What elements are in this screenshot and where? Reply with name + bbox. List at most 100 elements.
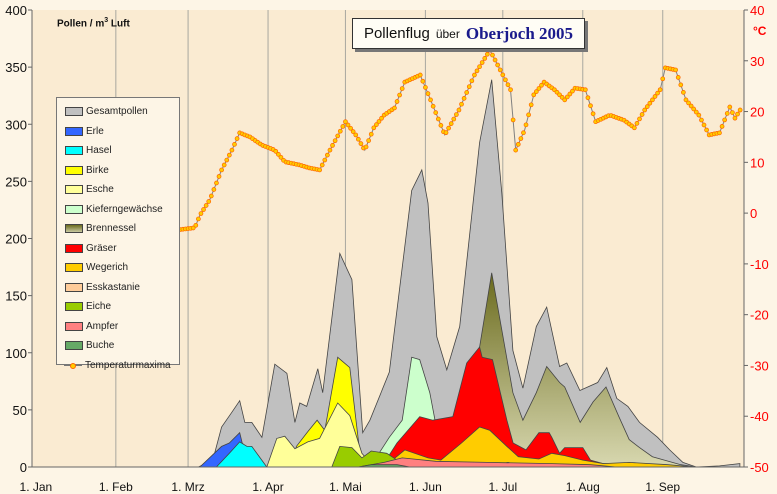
temperature-point xyxy=(448,121,454,126)
legend-label: Hasel xyxy=(86,145,112,157)
temperature-point xyxy=(564,94,570,100)
legend-swatch xyxy=(65,146,83,156)
area-gesamtpollen xyxy=(198,79,741,468)
legend-item-gesamtpollen: Gesamtpollen xyxy=(57,102,179,122)
temperature-point xyxy=(355,136,361,142)
y-left-tick-label: 0 xyxy=(20,460,27,475)
temperature-point xyxy=(683,97,689,103)
temperature-point xyxy=(539,82,544,88)
temperature-point xyxy=(490,52,495,58)
legend-swatch xyxy=(65,165,83,175)
temperature-point xyxy=(644,104,650,109)
temperature-point xyxy=(423,85,428,90)
legend-item-eiche: Eiche xyxy=(57,297,179,317)
chart-title: Pollenflug über Oberjoch 2005 xyxy=(352,18,585,49)
temperature-point xyxy=(727,104,733,110)
temperature-point xyxy=(317,167,322,173)
temperature-point xyxy=(730,110,735,115)
temperature-point xyxy=(657,87,663,93)
temperature-point xyxy=(688,103,694,109)
y-right-tick-label: -40 xyxy=(750,409,769,424)
y-label-suffix: Luft xyxy=(108,18,130,30)
legend-item-kieferngewaechse: Kieferngewächse xyxy=(57,200,179,220)
temperature-point xyxy=(446,125,451,131)
temperature-point xyxy=(214,180,219,186)
temperature-point xyxy=(208,193,214,199)
legend-line-marker xyxy=(64,361,82,370)
temperature-point xyxy=(701,122,707,128)
temperature-point xyxy=(719,124,725,129)
y-right-tick-label: 10 xyxy=(750,155,764,170)
legend-label: Ampfer xyxy=(86,320,119,332)
legend-label: Eiche xyxy=(86,301,112,313)
temperature-point xyxy=(353,132,359,138)
legend-swatch xyxy=(65,204,83,214)
y-left-tick-label: 250 xyxy=(5,174,27,189)
temperature-point xyxy=(523,122,529,128)
temperature-point xyxy=(528,102,534,108)
legend-item-ampfer: Ampfer xyxy=(57,317,179,337)
temperature-point xyxy=(497,67,503,73)
temperature-point xyxy=(335,133,341,139)
temperature-point xyxy=(474,68,480,74)
temperature-point xyxy=(276,151,281,157)
temperature-point xyxy=(570,88,575,94)
temperature-point xyxy=(343,119,348,125)
legend-item-buche: Buche xyxy=(57,336,179,356)
y-label-text: Pollen / m xyxy=(57,18,105,30)
temperature-point xyxy=(693,109,699,115)
temperature-point xyxy=(325,152,330,158)
temperature-point xyxy=(484,51,490,57)
temperature-point xyxy=(531,92,537,98)
temperature-point xyxy=(219,167,224,173)
x-tick-label: 1. Mai xyxy=(329,480,362,494)
temperature-point xyxy=(278,154,284,160)
temperature-point xyxy=(508,87,513,93)
temperature-point xyxy=(582,87,588,93)
legend-label: Buche xyxy=(86,340,115,352)
temperature-point xyxy=(451,116,457,122)
y-right-tick-label: 20 xyxy=(750,105,764,120)
legend-label: Temperaturmaxima xyxy=(85,359,171,371)
temperature-point xyxy=(216,174,222,179)
temperature-point xyxy=(348,125,353,131)
temperature-point xyxy=(379,115,384,121)
temperature-point xyxy=(368,131,374,137)
temperature-point xyxy=(637,116,642,122)
temperature-point xyxy=(234,136,240,141)
legend-label: Brennessel xyxy=(86,223,137,235)
temperature-point xyxy=(510,117,516,123)
temperature-point xyxy=(482,56,488,61)
temperature-point xyxy=(198,211,204,216)
temperature-point xyxy=(358,141,364,146)
temperature-point xyxy=(425,91,431,97)
temperature-point xyxy=(479,60,485,65)
temperature-point xyxy=(696,112,702,118)
temperature-point xyxy=(477,64,482,70)
temperature-point xyxy=(699,117,704,123)
x-tick-label: 1. Aug xyxy=(566,480,600,494)
legend-label: Birke xyxy=(86,164,109,176)
legend-swatch xyxy=(65,321,83,331)
y-left-tick-label: 150 xyxy=(5,289,27,304)
temperature-point xyxy=(691,106,697,112)
temperature-point xyxy=(273,148,279,154)
y-right-tick-label: -10 xyxy=(750,257,769,272)
temperature-point xyxy=(639,112,645,117)
temperature-point xyxy=(472,72,477,78)
x-tick-label: 1. Jan xyxy=(20,480,53,494)
temperature-point xyxy=(322,157,328,163)
x-tick-label: 1. Jun xyxy=(409,480,442,494)
temperature-point xyxy=(673,67,678,73)
temperature-point xyxy=(366,138,372,143)
legend-item-wegerich: Wegerich xyxy=(57,258,179,278)
legend-swatch xyxy=(65,126,83,136)
temperature-point xyxy=(503,77,508,83)
y-left-tick-label: 350 xyxy=(5,60,27,75)
area-gräser xyxy=(381,346,656,468)
temperature-point xyxy=(196,216,201,222)
legend-swatch xyxy=(65,263,83,273)
temperature-point xyxy=(500,72,506,78)
temperature-point xyxy=(492,57,498,63)
